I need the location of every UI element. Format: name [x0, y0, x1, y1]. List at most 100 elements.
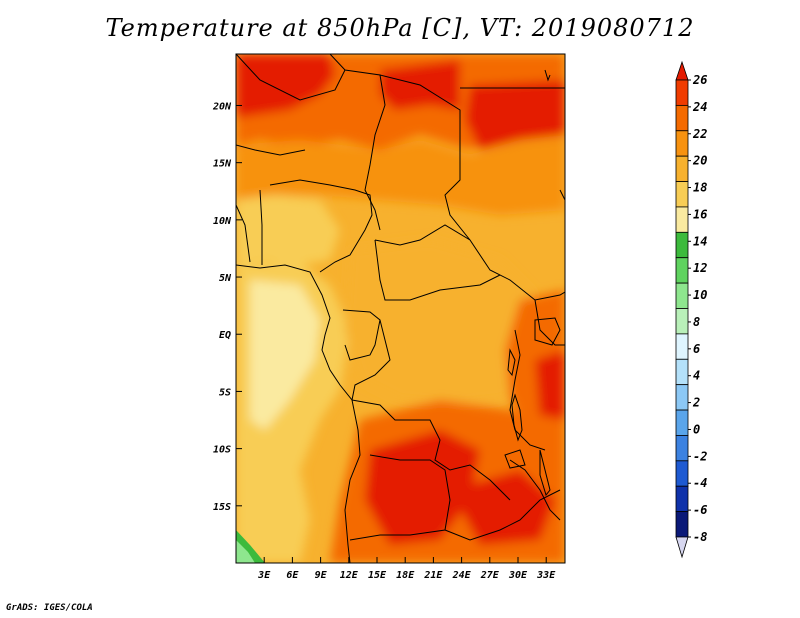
y-tick-label: 20N — [212, 101, 232, 112]
colorbar-segment — [675, 333, 689, 360]
y-tick-label: EQ — [219, 330, 231, 341]
border-nigeria — [269, 179, 373, 273]
grads-credit: GrADS: IGES/COLA — [6, 603, 93, 613]
colorbar-bottom-arrow — [675, 536, 689, 559]
colorbar-segment — [675, 257, 689, 284]
colorbar-segment — [675, 231, 689, 259]
field-sahara-24-26-east — [465, 80, 565, 150]
country-boundaries — [236, 54, 565, 563]
colorbar-label: 18 — [693, 181, 707, 195]
temperature-field — [236, 54, 565, 563]
lake-malawi — [539, 449, 551, 497]
colorbar-segment — [675, 79, 689, 106]
colorbar-label: -6 — [693, 503, 707, 517]
field-gabon-14-16 — [250, 280, 320, 430]
colorbar-label: 6 — [693, 342, 700, 356]
colorbar-segment — [675, 485, 689, 513]
y-tick-label: 15N — [213, 159, 232, 170]
field-sahel-20-22 — [236, 135, 565, 215]
border-niger-chad — [329, 54, 386, 231]
colorbar-label: 20 — [692, 154, 707, 168]
x-tick-label: 21E — [423, 570, 443, 581]
field-namibia-coast-16-18 — [236, 470, 310, 563]
colorbar-label: -4 — [693, 476, 707, 490]
colorbar-label: 2 — [692, 396, 700, 410]
border-mali-niger — [236, 144, 306, 156]
colorbar-segment — [675, 384, 689, 411]
border-east-lakes — [509, 329, 546, 451]
border-uganda — [534, 299, 565, 346]
x-tick-label: 6E — [286, 570, 299, 581]
colorbar-top-arrow — [675, 60, 689, 81]
coastline-west — [236, 264, 361, 563]
border-benin-togo — [236, 204, 251, 263]
x-tick-label: 27E — [480, 570, 500, 581]
x-tick-label: 9E — [315, 570, 328, 581]
border-algeria-mali — [236, 54, 346, 101]
map-title: Temperature at 850hPa [C], VT: 201908071… — [105, 14, 695, 42]
x-tick-label: 12E — [340, 570, 359, 581]
border-congo-gabon — [342, 309, 381, 361]
colorbar-label: 24 — [692, 100, 707, 114]
colorbar-label: 12 — [693, 261, 707, 275]
colorbar-segment — [675, 308, 689, 335]
colorbar-label: 10 — [693, 288, 707, 302]
colorbar-segment — [675, 104, 689, 132]
lake-victoria — [534, 317, 561, 346]
x-tick-label: 15E — [368, 570, 387, 581]
colorbar-label: 4 — [693, 369, 700, 383]
colorbar-segment — [675, 435, 689, 462]
border-zambia-south — [444, 489, 561, 541]
x-tick-label: 30E — [508, 570, 528, 581]
y-tick-label: 5S — [219, 387, 231, 398]
colorbar-segment — [675, 282, 689, 309]
colorbar-label: 0 — [693, 422, 700, 436]
field-zambia-24-26 — [450, 470, 555, 545]
colorbar-label: 26 — [692, 73, 707, 87]
y-tick-label: 10S — [213, 445, 231, 456]
x-tick-label: 18E — [396, 570, 415, 581]
x-tick-label: 24E — [452, 570, 472, 581]
colorbar-label: 14 — [693, 234, 707, 248]
border-angola — [349, 454, 451, 541]
x-tick-label: 3E — [257, 570, 271, 581]
border-malawi — [509, 459, 561, 521]
colorbar-segment — [675, 130, 689, 157]
map-frame — [235, 53, 566, 564]
coast-red-sea — [544, 69, 551, 82]
x-tick-label: 33E — [536, 570, 556, 581]
colorbar-label: 8 — [693, 315, 700, 329]
y-tick-label: 15S — [213, 502, 231, 513]
colorbar-label: -8 — [693, 530, 707, 544]
y-axis: 20N 15N 10N 5N EQ 5S 10S 15S — [212, 101, 242, 513]
lake-tanganyika — [511, 393, 523, 442]
colorbar-segment — [675, 409, 689, 436]
colorbar-segment — [675, 358, 689, 386]
lake-mweru — [504, 449, 526, 469]
colorbar-segment — [675, 460, 689, 487]
border-libya-chad-sudan — [379, 74, 471, 241]
colorbar-segment — [675, 181, 689, 208]
border-drc-angola-zambia — [351, 399, 511, 501]
colorbar-segment — [675, 511, 689, 538]
border-car-sudan — [374, 224, 565, 301]
colorbar-segment — [675, 155, 689, 182]
border-congo-drc — [351, 319, 391, 401]
colorbar-label: -2 — [693, 449, 707, 463]
field-congo-18-20 — [345, 240, 540, 405]
border-car-drc — [374, 239, 501, 301]
lake-albert — [507, 348, 516, 377]
colorbar-segment — [675, 206, 689, 233]
colorbar-label: 16 — [693, 207, 707, 221]
field-sahara-24-26-west — [236, 54, 335, 118]
y-tick-label: 5N — [219, 273, 232, 284]
field-cold-corner-10-12 — [236, 540, 255, 563]
colorbar-label: 22 — [692, 127, 707, 141]
y-tick-label: 10N — [213, 216, 232, 227]
border-benin-nigeria — [259, 189, 263, 265]
x-axis: 3E 6E 9E 12E 15E 18E 21E 24E 27E 30E 33E — [257, 557, 556, 581]
border-ethiopia — [559, 189, 565, 201]
field-east-africa-24-26 — [535, 350, 565, 420]
